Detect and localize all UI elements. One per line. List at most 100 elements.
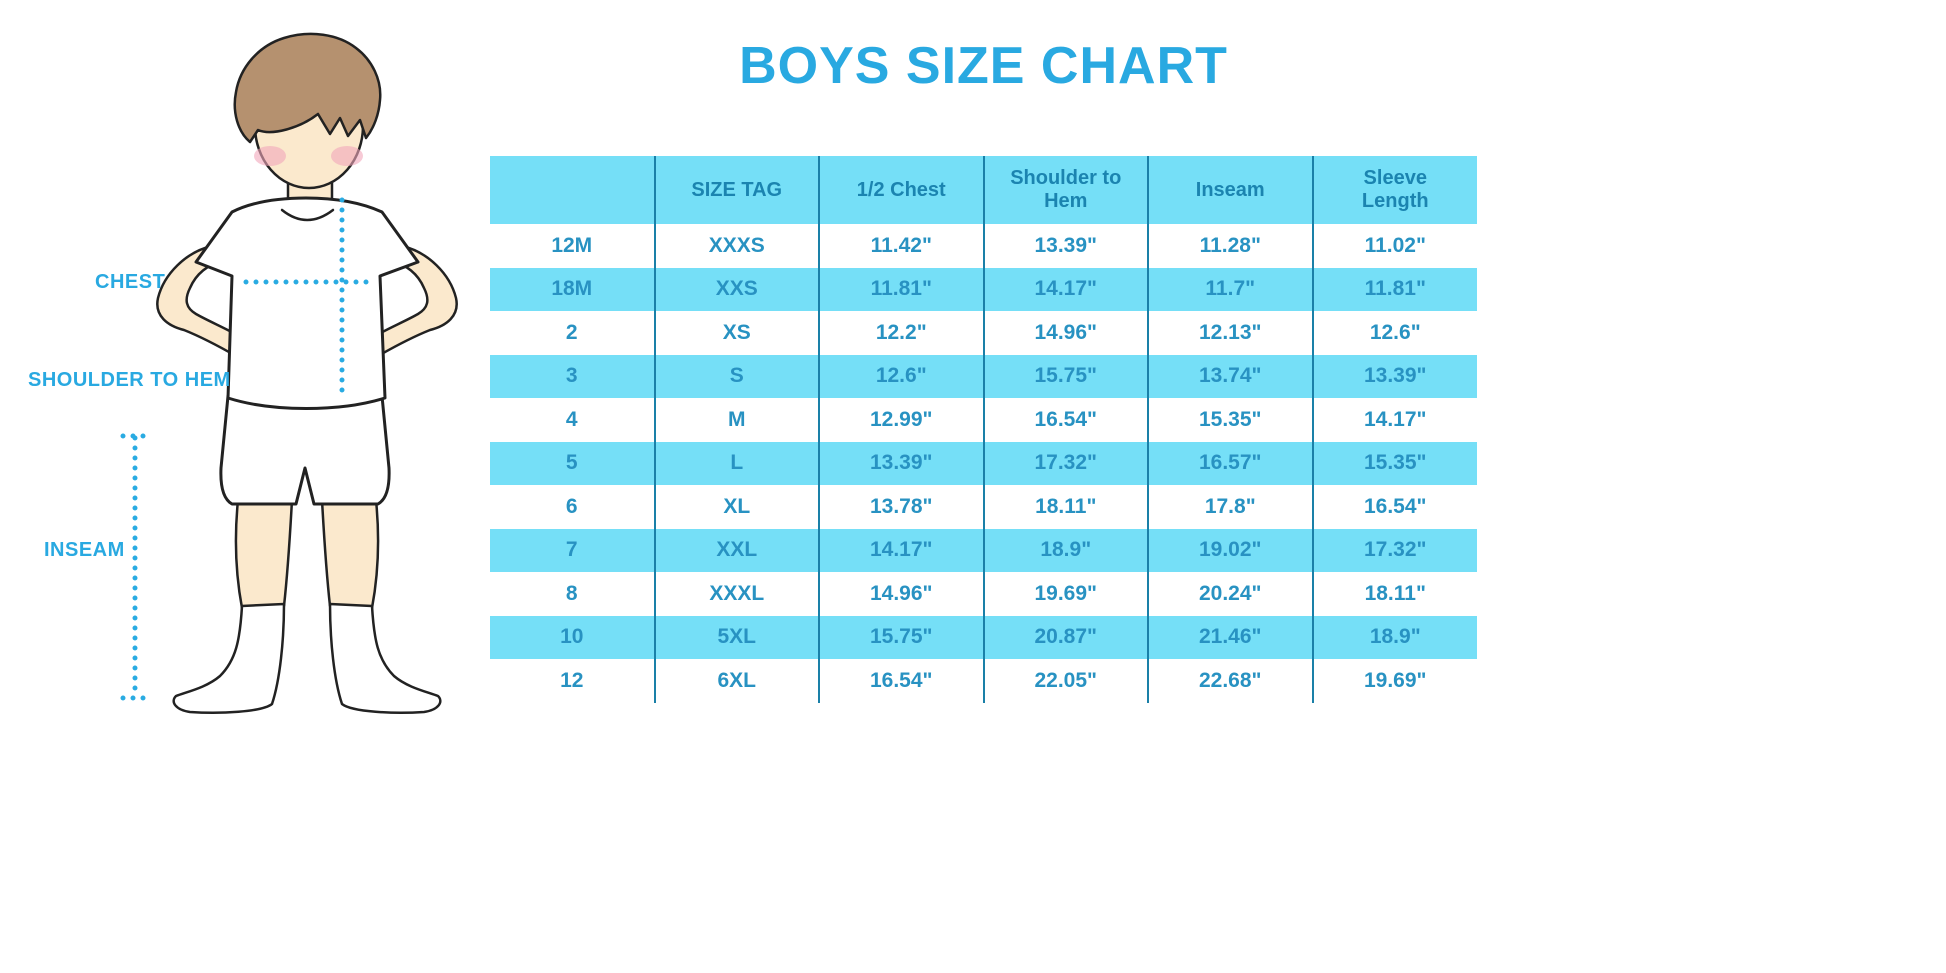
table-cell: 13.39" [1311,354,1477,398]
table-cell: 14.96" [982,311,1148,355]
table-cell: 16.54" [818,659,984,703]
boy-right-sock [328,602,442,714]
table-cell: 12.13" [1147,311,1313,355]
table-cell: XXXS [653,224,819,268]
table-cell: 16.54" [1311,485,1477,529]
table-cell: 22.68" [1147,659,1313,703]
table-cell: 18.11" [982,485,1148,529]
table-cell: 11.02" [1311,224,1477,268]
table-row-size-2: 2 XS 12.2" 14.96" 12.13" 12.6" [490,311,1477,355]
table-cell: 17.8" [1147,485,1313,529]
size-chart-table-body: 12M XXXS 11.42" 13.39" 11.28" 11.02" 18M XXS 11.… [490,224,1477,703]
table-cell: 11.81" [1311,267,1477,311]
table-cell: 14.17" [1311,398,1477,442]
table-cell: 15.35" [1147,398,1313,442]
table-cell: 14.17" [982,267,1148,311]
boy-right-leg [320,498,380,610]
table-cell: 15.75" [818,615,984,659]
shoulder-to-hem-label: SHOULDER TO HEM [28,369,231,391]
table-row-size-12m: 12M XXXS 11.42" 13.39" 11.28" 11.02" [490,224,1477,268]
inseam-label: INSEAM [44,539,125,561]
page-title: BOYS SIZE CHART [739,37,1228,95]
table-cell: 5XL [653,615,819,659]
table-cell: XXL [653,528,819,572]
table-row-size-4: 4 M 12.99" 16.54" 15.35" 14.17" [490,398,1477,442]
boy-left-blush [254,146,286,166]
table-cell: 12M [551,233,593,257]
table-cell: 14.17" [818,528,984,572]
table-cell: 11.7" [1147,267,1313,311]
table-cell: 14.96" [818,572,984,616]
chest-label: CHEST [95,271,166,293]
table-cell: 18.9" [982,528,1148,572]
boy-shirt [194,196,420,410]
table-cell: 19.02" [1147,528,1313,572]
table-row-size-3: 3 S 12.6" 15.75" 13.74" 13.39" [490,354,1477,398]
boy-hair [233,32,382,144]
table-row-size-12: 12 6XL 16.54" 22.05" 22.68" 19.69" [490,659,1477,703]
table-row-size-5: 5 L 13.39" 17.32" 16.57" 15.35" [490,441,1477,485]
table-cell: 11.28" [1147,224,1313,268]
table-cell: 13.74" [1147,354,1313,398]
table-cell: 16.57" [1147,441,1313,485]
table-cell: 12.99" [818,398,984,442]
table-cell: 18.9" [1311,615,1477,659]
boy-figure-illustration [120,32,458,714]
size-chart-table-header: SIZE TAG 1/2 Chest Shoulder to Hem Inseam Sl… [490,156,1477,224]
table-cell: 4 [565,407,578,431]
column-header-size-tag: SIZE TAG [653,156,819,224]
table-row-size-8: 8 XXXL 14.96" 19.69" 20.24" 18.11" [490,572,1477,616]
table-cell: 13.39" [818,441,984,485]
table-cell: 2 [565,320,578,344]
table-cell: 12.2" [818,311,984,355]
column-header-shoulder-to-hem: Shoulder to Hem [982,156,1148,224]
table-cell: 17.32" [1311,528,1477,572]
table-cell: 7 [565,538,578,562]
table-cell: 11.81" [818,267,984,311]
boy-left-sock [172,602,286,714]
column-header-inseam: Inseam [1147,156,1313,224]
table-cell: 18M [551,277,593,301]
column-header-1-2-chest: 1/2 Chest [818,156,984,224]
table-cell: 3 [565,364,578,388]
table-cell: 17.32" [982,441,1148,485]
table-row-size-6: 6 XL 13.78" 18.11" 17.8" 16.54" [490,485,1477,529]
table-cell: S [653,354,819,398]
column-header-size [490,156,655,224]
boy-right-blush [331,146,363,166]
boy-shirt-neckline [280,208,335,222]
boy-left-leg [234,498,294,610]
table-cell: 12 [560,668,584,692]
table-cell: 15.35" [1311,441,1477,485]
table-cell: L [653,441,819,485]
boy-shorts [219,394,391,506]
table-row-size-7: 7 XXL 14.17" 18.9" 19.02" 17.32" [490,528,1477,572]
table-cell: 21.46" [1147,615,1313,659]
table-cell: 6 [565,494,578,518]
table-cell: 5 [565,451,578,475]
size-chart-table: SIZE TAG 1/2 Chest Shoulder to Hem Inseam Sl… [490,156,1477,703]
table-row-size-10: 10 5XL 15.75" 20.87" 21.46" 18.9" [490,615,1477,659]
table-cell: 12.6" [1311,311,1477,355]
table-cell: 13.39" [982,224,1148,268]
table-cell: 13.78" [818,485,984,529]
table-cell: XXS [653,267,819,311]
table-cell: 6XL [653,659,819,703]
table-cell: XL [653,485,819,529]
table-cell: 8 [565,581,578,605]
column-header-sleeve-length: Sleeve Length [1311,156,1477,224]
table-cell: 18.11" [1311,572,1477,616]
table-cell: M [653,398,819,442]
table-cell: XXXL [653,572,819,616]
table-cell: 19.69" [982,572,1148,616]
table-cell: 16.54" [982,398,1148,442]
table-cell: 20.87" [982,615,1148,659]
table-row-size-18m: 18M XXS 11.81" 14.17" 11.7" 11.81" [490,267,1477,311]
table-cell: 11.42" [818,224,984,268]
table-cell: 22.05" [982,659,1148,703]
table-cell: 20.24" [1147,572,1313,616]
header-row: SIZE TAG 1/2 Chest Shoulder to Hem Inseam Sl… [490,156,1477,224]
table-cell: XS [653,311,819,355]
table-cell: 10 [560,625,584,649]
